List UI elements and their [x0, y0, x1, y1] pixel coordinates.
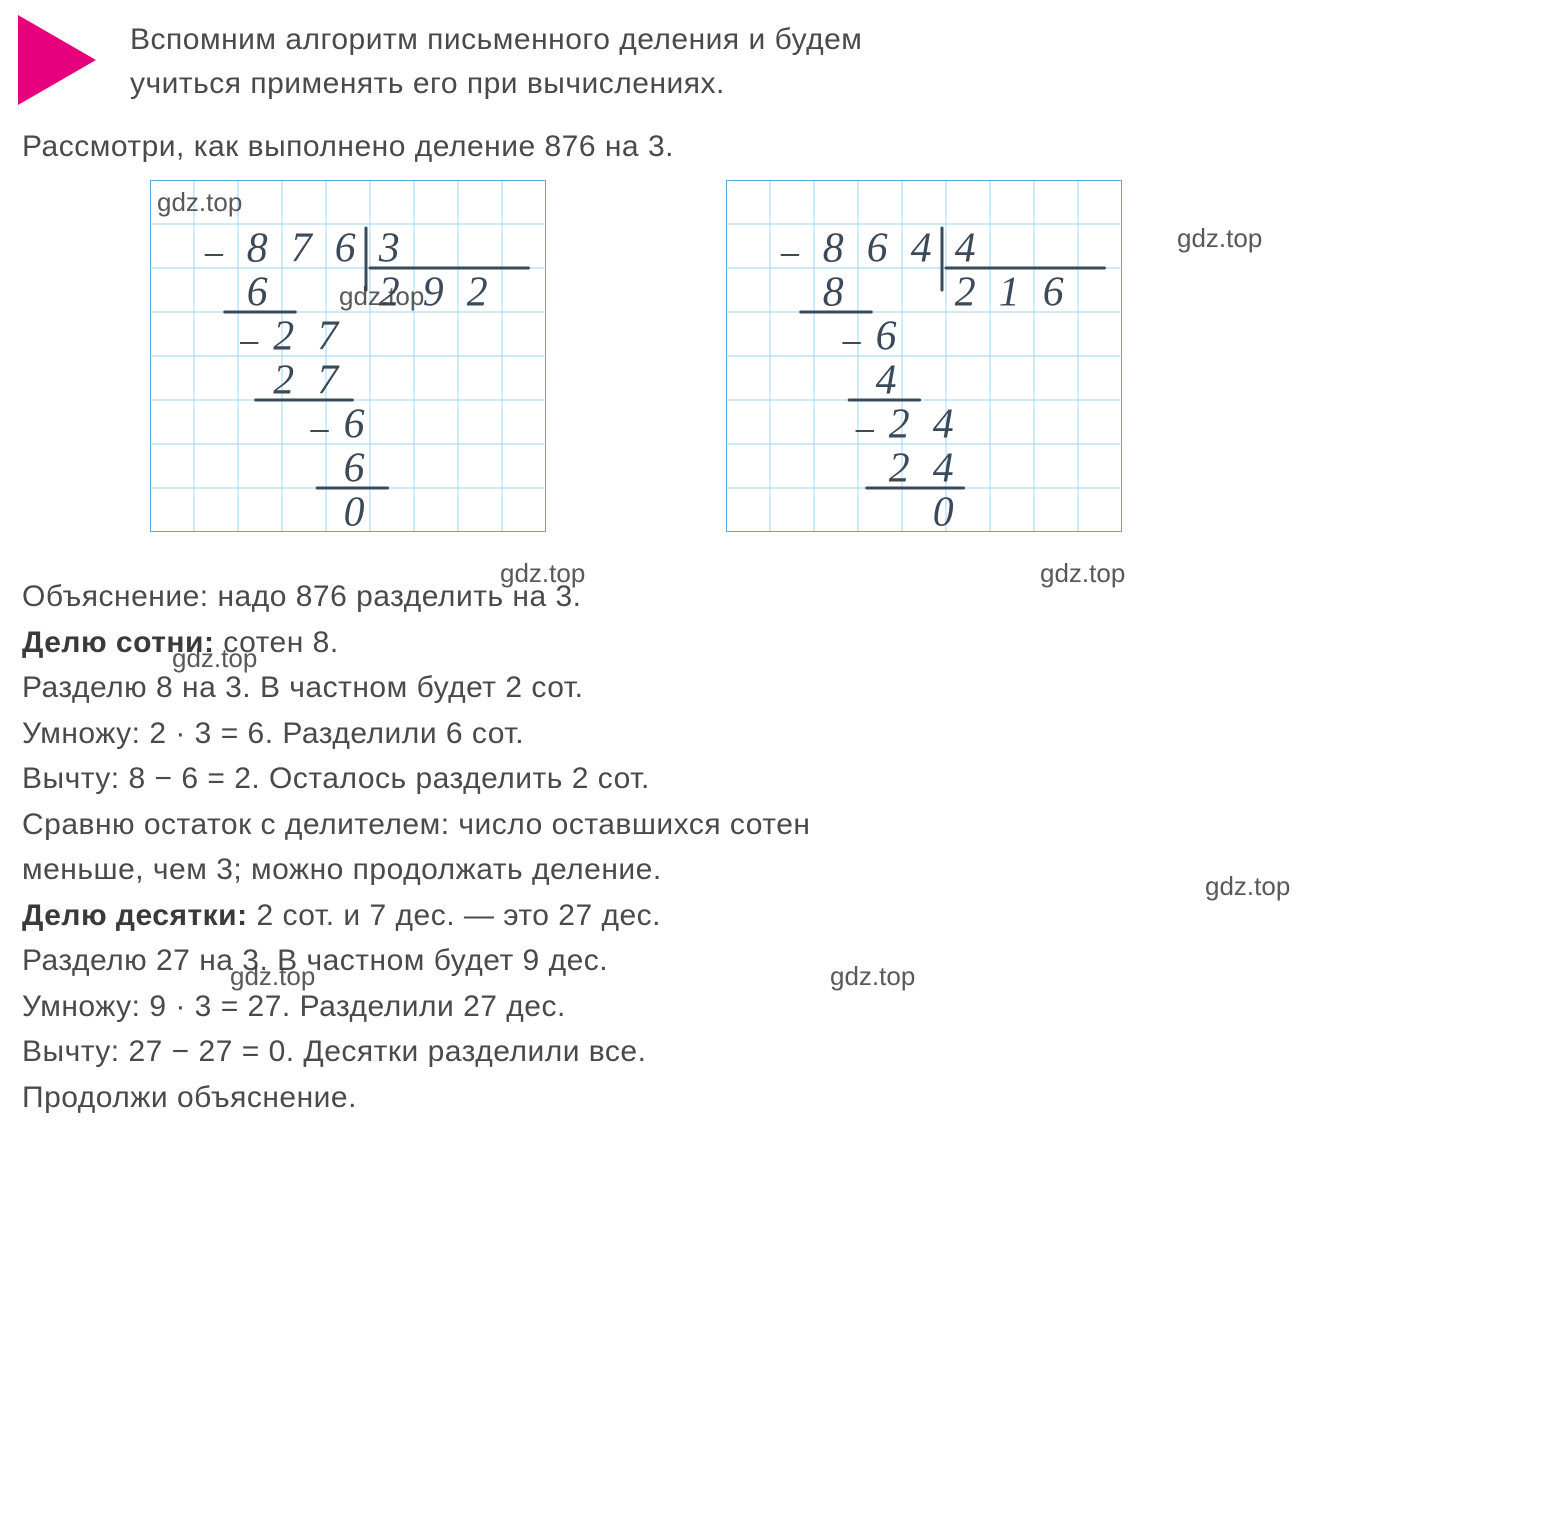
svg-text:2: 2	[889, 401, 910, 447]
svg-text:−: −	[238, 321, 260, 365]
exp-l8-bold: Делю десятки:	[22, 899, 248, 932]
intro-line2: учиться применять его при вычислениях.	[130, 67, 725, 100]
svg-text:4: 4	[876, 357, 897, 403]
svg-text:6: 6	[344, 401, 365, 447]
svg-text:8: 8	[823, 269, 844, 315]
exp-l2-bold: Делю сотни:	[22, 626, 214, 659]
diagram-876-div-3: 876−63292−2727−660	[150, 180, 546, 532]
svg-text:6: 6	[1043, 269, 1064, 315]
svg-text:4: 4	[911, 225, 932, 271]
intro-line1: Вспомним алгоритм письменного деления и …	[130, 23, 862, 56]
exp-l5: Вычту: 8 − 6 = 2. Осталось разделить 2 с…	[22, 762, 650, 795]
svg-text:8: 8	[823, 225, 844, 271]
svg-text:−: −	[854, 409, 876, 453]
svg-text:6: 6	[335, 225, 356, 271]
svg-text:4: 4	[955, 225, 976, 271]
svg-text:−: −	[308, 409, 330, 453]
pink-triangle-icon	[18, 15, 96, 105]
exp-l2-t: сотен 8.	[214, 626, 338, 659]
svg-text:2: 2	[889, 445, 910, 491]
svg-text:7: 7	[291, 225, 314, 271]
exp-l11: Вычту: 27 − 27 = 0. Десятки разделили вс…	[22, 1035, 646, 1068]
svg-text:2: 2	[467, 269, 488, 315]
svg-text:2: 2	[955, 269, 976, 315]
exp-l1: Объяснение: надо 876 разделить на 3.	[22, 580, 582, 613]
exp-l7: меньше, чем 3; можно продолжать деление.	[22, 853, 662, 886]
rassmotri-text: Рассмотри, как выполнено деление 876 на …	[22, 130, 674, 163]
explanation-block: Объяснение: надо 876 разделить на 3. Дел…	[22, 575, 1532, 1121]
diagram-864-div-4: 864−84216−64−24240	[726, 180, 1122, 532]
svg-text:1: 1	[999, 269, 1020, 315]
exp-l9: Разделю 27 на 3. В частном будет 9 дес.	[22, 944, 608, 977]
svg-text:−: −	[840, 321, 862, 365]
svg-text:6: 6	[867, 225, 888, 271]
exp-l4: Умножу: 2 · 3 = 6. Разделили 6 сот.	[22, 717, 524, 750]
svg-text:0: 0	[344, 489, 365, 532]
exp-l3: Разделю 8 на 3. В частном будет 2 сот.	[22, 671, 584, 704]
svg-text:6: 6	[247, 269, 268, 315]
svg-text:−: −	[779, 233, 801, 277]
svg-text:7: 7	[317, 313, 340, 359]
svg-text:6: 6	[876, 313, 897, 359]
svg-text:0: 0	[933, 489, 954, 532]
svg-text:7: 7	[317, 357, 340, 403]
division-diagrams: 876−63292−2727−660 864−84216−64−24240	[150, 180, 1400, 532]
svg-text:2: 2	[273, 313, 294, 359]
svg-text:2: 2	[379, 269, 400, 315]
svg-text:4: 4	[933, 401, 954, 447]
svg-text:−: −	[203, 233, 225, 277]
exp-l8-t: 2 сот. и 7 дес. — это 27 дес.	[248, 899, 661, 932]
svg-text:4: 4	[933, 445, 954, 491]
exp-l12: Продолжи объяснение.	[22, 1081, 357, 1114]
exp-l6: Сравню остаток с делителем: число оставш…	[22, 808, 810, 841]
svg-text:8: 8	[247, 225, 268, 271]
svg-text:2: 2	[273, 357, 294, 403]
svg-text:3: 3	[378, 225, 400, 271]
exp-l10: Умножу: 9 · 3 = 27. Разделили 27 дес.	[22, 990, 566, 1023]
svg-text:6: 6	[344, 445, 365, 491]
intro-text: Вспомним алгоритм письменного деления и …	[130, 18, 1510, 105]
svg-text:9: 9	[423, 269, 444, 315]
instruction-text: Рассмотри, как выполнено деление 876 на …	[22, 125, 1502, 169]
